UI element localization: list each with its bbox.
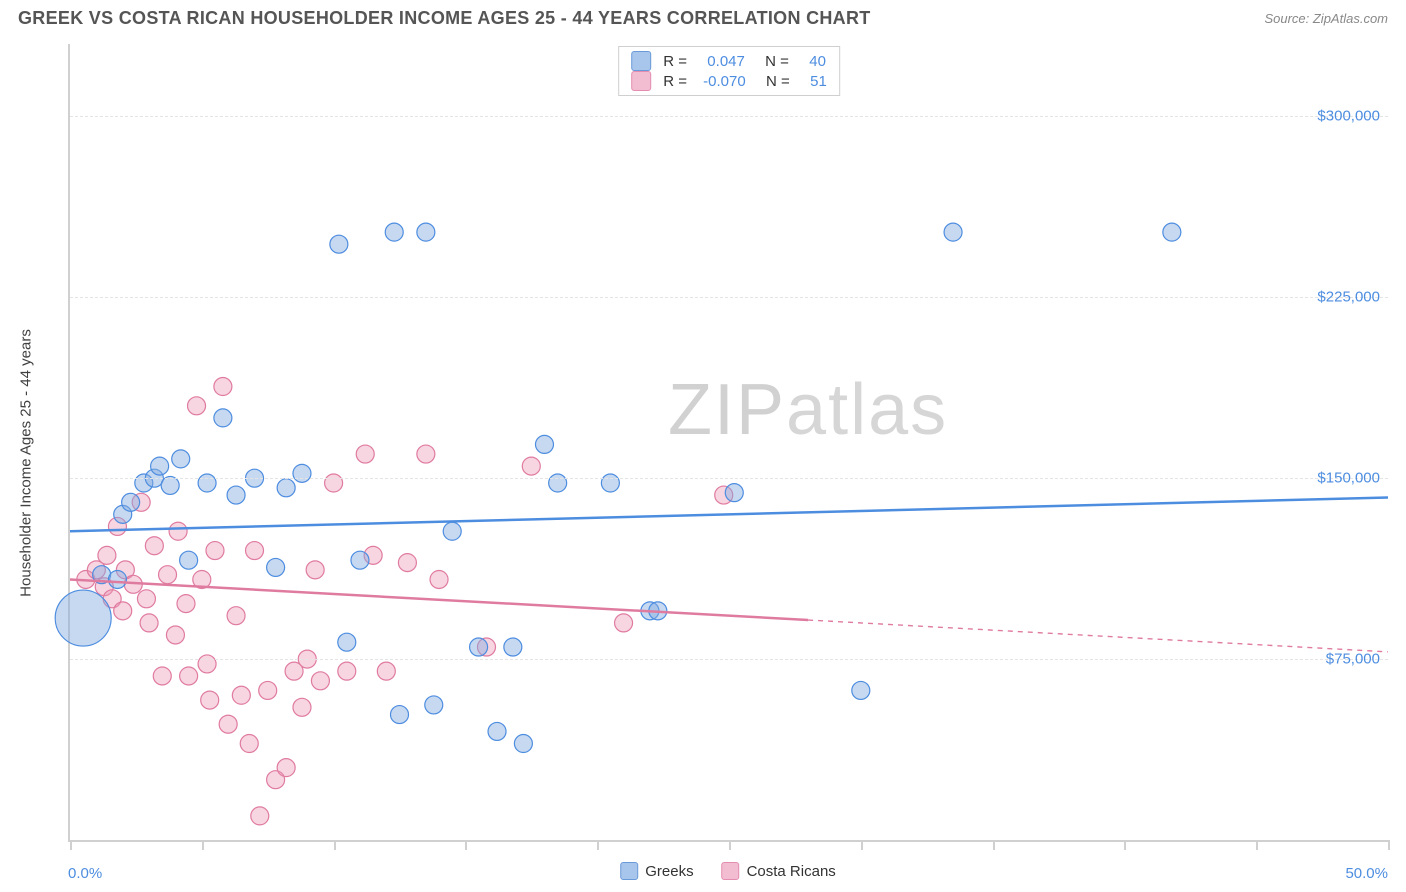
legend-costa: Costa Ricans xyxy=(722,862,836,880)
swatch-greeks-icon xyxy=(620,862,638,880)
swatch-costa-icon xyxy=(631,71,651,91)
series-legend: Greeks Costa Ricans xyxy=(620,862,836,880)
legend-greeks-label: Greeks xyxy=(645,863,693,880)
x-axis: 0.0% Greeks Costa Ricans 50.0% xyxy=(68,848,1388,882)
stat-n-costa: 51 xyxy=(810,73,827,90)
header: GREEK VS COSTA RICAN HOUSEHOLDER INCOME … xyxy=(0,0,1406,39)
stat-r-label: R = xyxy=(663,53,695,70)
x-min-label: 0.0% xyxy=(68,865,102,882)
stat-r-costa: -0.070 xyxy=(703,73,746,90)
swatch-costa-icon xyxy=(722,862,740,880)
chart-title: GREEK VS COSTA RICAN HOUSEHOLDER INCOME … xyxy=(18,8,871,29)
y-axis-label: Householder Income Ages 25 - 44 years xyxy=(18,329,35,597)
stats-row-greeks: R = 0.047 N = 40 xyxy=(631,51,827,71)
stat-n-greeks: 40 xyxy=(809,53,826,70)
stat-n-label: N = xyxy=(758,73,798,90)
stat-n-label: N = xyxy=(757,53,797,70)
y-tick-label: $75,000 xyxy=(1326,651,1380,668)
source-label: Source: ZipAtlas.com xyxy=(1264,11,1388,26)
legend-costa-label: Costa Ricans xyxy=(747,863,836,880)
stat-r-label: R = xyxy=(663,73,691,90)
stats-row-costa: R = -0.070 N = 51 xyxy=(631,71,827,91)
plot-region: ZIPatlas R = 0.047 N = 40 R = -0.070 N =… xyxy=(68,44,1388,842)
y-tick-label: $300,000 xyxy=(1317,108,1380,125)
y-tick-label: $225,000 xyxy=(1317,289,1380,306)
y-tick-label: $150,000 xyxy=(1317,470,1380,487)
stat-r-greeks: 0.047 xyxy=(707,53,745,70)
plot-svg xyxy=(70,44,1388,840)
legend-greeks: Greeks xyxy=(620,862,693,880)
x-max-label: 50.0% xyxy=(1345,865,1388,882)
chart-area: Householder Income Ages 25 - 44 years ZI… xyxy=(18,44,1388,882)
swatch-greeks-icon xyxy=(631,51,651,71)
stats-legend: R = 0.047 N = 40 R = -0.070 N = 51 xyxy=(618,46,840,96)
